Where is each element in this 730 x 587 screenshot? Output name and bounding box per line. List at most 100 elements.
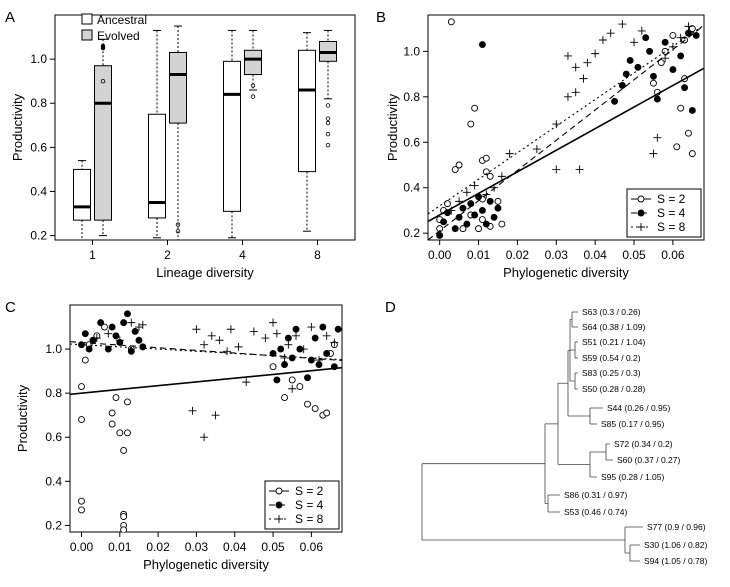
data-point-plus: [207, 331, 216, 340]
data-point-open: [467, 120, 475, 128]
data-point-filled: [284, 334, 292, 342]
x-axis-label: Phylogenetic diversity: [143, 557, 269, 572]
data-point-filled: [288, 354, 296, 362]
panel-letter-c: C: [5, 299, 16, 316]
data-point-plus: [322, 331, 331, 340]
tree-leaf-label: S94 (1.05 / 0.78): [644, 556, 707, 566]
x-tick-label: 0.06: [661, 248, 685, 262]
x-axis-label: Lineage diversity: [156, 265, 254, 280]
data-point-filled: [463, 220, 471, 228]
data-point-filled: [455, 213, 463, 221]
data-point-plus: [637, 26, 646, 35]
data-point-plus: [307, 323, 316, 332]
outlier-point: [325, 120, 331, 126]
plot-frame: [54, 14, 356, 241]
y-axis-label: Productivity: [385, 93, 400, 161]
outlier-point: [325, 142, 331, 148]
data-point-plus: [575, 165, 584, 174]
outlier-point: [325, 131, 331, 137]
data-point-plus: [618, 20, 627, 29]
data-point-filled: [81, 330, 89, 338]
box: [94, 65, 112, 221]
data-point-filled: [490, 213, 498, 221]
panel-a-boxplot: 0.2 0.4 0.6 0.8 1.0 1 2 4 8 Lineage diversity Prod…: [10, 13, 356, 280]
y-axis-label: Productivity: [15, 384, 30, 452]
x-tick-label: 0.03: [185, 540, 209, 554]
data-point-open: [120, 513, 128, 521]
y-tick-label: 0.8: [45, 386, 62, 400]
data-point-filled: [622, 70, 630, 78]
data-point-filled: [304, 374, 311, 382]
tree-leaf-label: S77 (0.9 / 0.96): [647, 522, 706, 532]
data-point-filled: [688, 107, 696, 114]
y-tick-label: 0.4: [30, 184, 47, 198]
data-point-filled: [440, 218, 447, 226]
data-point-filled: [131, 327, 139, 335]
tree-leaf-label: S60 (0.37 / 0.27): [617, 455, 680, 465]
data-point-plus: [249, 327, 258, 336]
data-point-filled: [292, 325, 300, 333]
x-tick-label: 4: [239, 248, 246, 262]
data-point-plus: [188, 406, 197, 415]
x-tick-label: 0.05: [622, 248, 646, 262]
data-point-plus: [272, 329, 281, 338]
data-point-filled: [334, 325, 342, 333]
data-point-filled: [482, 220, 490, 228]
data-point-plus: [591, 49, 600, 58]
fit-line: [70, 343, 342, 361]
data-point-open: [451, 166, 459, 173]
data-point-open: [296, 383, 304, 390]
data-point-open: [116, 429, 124, 437]
data-point-filled: [269, 350, 277, 357]
fit-line: [70, 341, 342, 361]
data-point-plus: [606, 29, 615, 38]
data-point-open: [455, 161, 463, 169]
legend-label: Ancestral: [97, 13, 147, 27]
data-point-filled: [436, 232, 444, 239]
data-point-open: [108, 420, 116, 428]
data-point-open: [124, 429, 131, 437]
data-point-open: [78, 383, 85, 390]
data-point-open: [459, 225, 467, 233]
data-point-open: [269, 363, 277, 371]
x-tick-label: 8: [314, 248, 321, 262]
data-point-filled: [677, 52, 685, 60]
data-point-filled: [669, 66, 677, 73]
x-tick-label: 0.06: [300, 540, 324, 554]
data-point-plus: [470, 181, 479, 190]
x-tick-label: 0.01: [467, 248, 491, 262]
fit-line: [70, 366, 342, 396]
data-point-filled: [120, 319, 128, 327]
data-point-filled: [97, 319, 105, 327]
x-tick-label: 0.04: [583, 248, 607, 262]
y-tick-label: 0.2: [30, 229, 47, 243]
data-point-open: [78, 506, 85, 514]
fit-line: [428, 24, 704, 215]
data-point-plus: [579, 74, 588, 83]
x-tick-label: 0.03: [545, 248, 569, 262]
data-point-plus: [571, 88, 580, 97]
data-point-plus: [571, 63, 580, 72]
data-point-plus: [104, 329, 113, 338]
y-tick-label: 1.0: [45, 342, 62, 356]
data-point-plus: [200, 433, 209, 442]
data-point-open: [471, 104, 479, 112]
data-point-open: [436, 225, 444, 233]
box: [73, 168, 91, 221]
tree-branch: [557, 382, 590, 465]
box: [169, 52, 187, 124]
legend-label: S = 8: [295, 512, 324, 526]
panel-letter-d: D: [385, 299, 396, 316]
data-point-filled: [478, 41, 486, 48]
panel-letter-a: A: [5, 9, 15, 26]
data-point-open: [482, 154, 490, 162]
tree-branch: [574, 372, 578, 390]
y-tick-label: 0.6: [45, 430, 62, 444]
data-point-filled: [494, 204, 502, 212]
tree-root: [421, 463, 625, 541]
data-point-filled: [637, 209, 645, 217]
data-point-open: [498, 220, 506, 228]
data-point-open: [475, 225, 482, 233]
data-point-plus: [649, 149, 658, 158]
data-point-plus: [261, 334, 270, 343]
